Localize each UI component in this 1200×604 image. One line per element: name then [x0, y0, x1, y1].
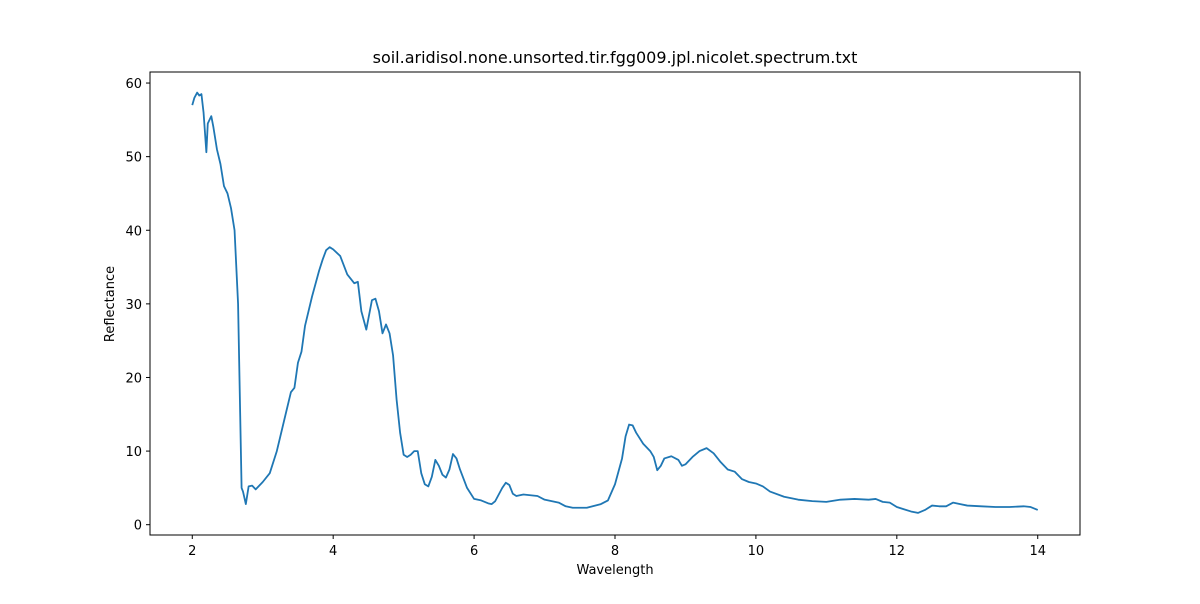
x-axis-label: Wavelength [576, 563, 653, 578]
chart-title: soil.aridisol.none.unsorted.tir.fgg009.j… [373, 48, 858, 67]
y-tick-label: 0 [134, 519, 142, 534]
spectrum-line [191, 91, 1039, 514]
x-tick-label: 6 [470, 544, 478, 559]
y-tick-label: 50 [125, 151, 142, 166]
x-tick-label: 4 [329, 544, 337, 559]
x-tick-label: 12 [889, 544, 906, 559]
x-tick-label: 2 [188, 544, 196, 559]
x-tick-label: 10 [748, 544, 765, 559]
x-tick-label: 14 [1029, 544, 1046, 559]
y-tick-label: 60 [125, 77, 142, 92]
y-tick-label: 30 [125, 298, 142, 313]
y-tick-label: 40 [125, 224, 142, 239]
y-tick-label: 10 [125, 445, 142, 460]
y-axis-label: Reflectance [103, 266, 118, 342]
x-tick-label: 8 [611, 544, 619, 559]
y-tick-label: 20 [125, 371, 142, 386]
